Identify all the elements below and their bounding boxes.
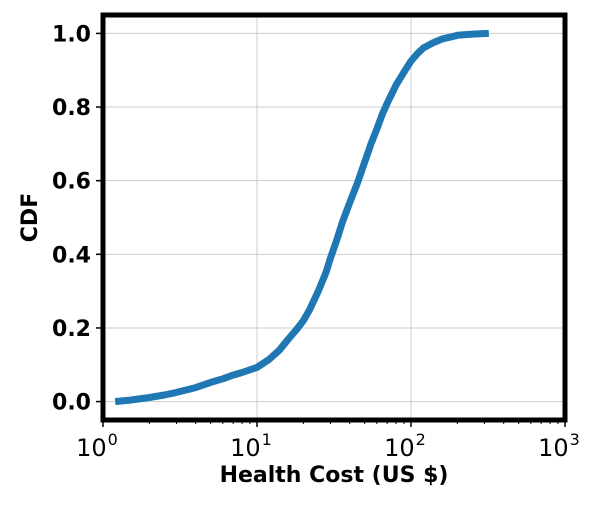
x-tick-label: 100 [76, 430, 118, 462]
cdf-series-line [114, 29, 489, 406]
plot-frame [100, 12, 568, 423]
y-tick-label: 0.8 [52, 96, 91, 121]
x-tick-label: 103 [538, 430, 580, 462]
grid [102, 15, 566, 420]
y-tick-label: 0.0 [52, 391, 91, 416]
x-axis-label: Health Cost (US $) [220, 463, 449, 488]
y-axis-label: CDF [18, 193, 43, 242]
y-tick-label: 0.4 [52, 243, 91, 268]
ticks: 0.0 0.2 0.4 0.6 0.8 1.0 100 101 102 103 [52, 22, 580, 462]
y-tick-label: 0.6 [52, 170, 91, 195]
y-tick-label: 1.0 [52, 22, 91, 47]
x-tick-label: 101 [230, 430, 272, 462]
y-tick-label: 0.2 [52, 317, 91, 342]
x-tick-label: 102 [384, 430, 426, 462]
series-layer [114, 29, 489, 406]
